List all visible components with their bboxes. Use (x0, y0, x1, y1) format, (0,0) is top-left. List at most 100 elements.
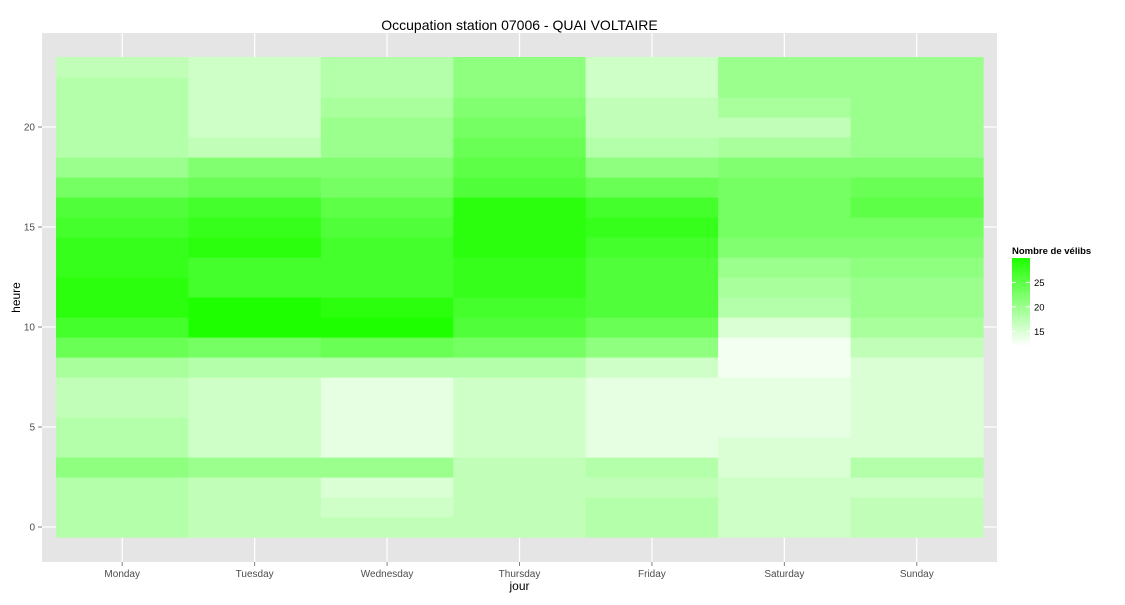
heatmap-tile (188, 337, 322, 358)
heatmap-tile (850, 357, 984, 378)
heatmap-tile (585, 237, 719, 258)
heatmap-tile (453, 517, 587, 538)
heatmap-tile (585, 377, 719, 398)
heatmap-tile (56, 137, 190, 158)
heatmap-tile (188, 57, 322, 78)
heatmap-tile (56, 117, 190, 138)
heatmap-tile (56, 357, 190, 378)
x-tick-label: Monday (104, 569, 140, 580)
heatmap-tile (718, 157, 852, 178)
y-axis-title: heure (9, 282, 23, 313)
heatmap-tile (585, 217, 719, 238)
heatmap-tile (320, 177, 454, 198)
heatmap-tile (320, 97, 454, 118)
heatmap-tile (585, 497, 719, 518)
heatmap-tile (56, 297, 190, 318)
heatmap-tile (56, 237, 190, 258)
heatmap-tile (320, 337, 454, 358)
heatmap-tile (453, 417, 587, 438)
heatmap-tile (56, 277, 190, 298)
heatmap-tile (320, 57, 454, 78)
heatmap-tile (453, 117, 587, 138)
heatmap-tile (56, 197, 190, 218)
heatmap-tile (850, 177, 984, 198)
heatmap-tile (718, 417, 852, 438)
heatmap-tile (718, 497, 852, 518)
heatmap-tile (56, 497, 190, 518)
heatmap-tile (320, 317, 454, 338)
heatmap-tile (56, 437, 190, 458)
heatmap-tile (453, 77, 587, 98)
heatmap-tile (320, 277, 454, 298)
heatmap-tile (718, 337, 852, 358)
heatmap-tile (453, 377, 587, 398)
heatmap-tile (453, 157, 587, 178)
heatmap-tile (850, 377, 984, 398)
heatmap-tile (320, 117, 454, 138)
heatmap-tile (320, 217, 454, 238)
heatmap-tile (320, 397, 454, 418)
heatmap-tile (850, 197, 984, 218)
heatmap-tile (850, 137, 984, 158)
heatmap-tile (56, 377, 190, 398)
heatmap-tile (850, 237, 984, 258)
heatmap-tile (718, 57, 852, 78)
heatmap-tile (718, 397, 852, 418)
heatmap-tile (188, 417, 322, 438)
heatmap-tile (718, 177, 852, 198)
heatmap-tile (718, 297, 852, 318)
y-tick-label: 10 (24, 323, 36, 334)
heatmap-tile (718, 457, 852, 478)
heatmap-tile (850, 117, 984, 138)
heatmap-tile (718, 517, 852, 538)
heatmap-tile (188, 197, 322, 218)
heatmap-tile (453, 257, 587, 278)
heatmap-tile (188, 237, 322, 258)
heatmap-tile (850, 217, 984, 238)
heatmap-tile (585, 357, 719, 378)
heatmap-tiles (56, 57, 984, 538)
heatmap-tile (453, 197, 587, 218)
heatmap-tile (56, 77, 190, 98)
heatmap-tile (453, 97, 587, 118)
heatmap-tile (453, 457, 587, 478)
legend-colorbar (1012, 258, 1030, 346)
heatmap-tile (850, 497, 984, 518)
heatmap-tile (188, 497, 322, 518)
heatmap-tile (320, 237, 454, 258)
heatmap-tile (188, 217, 322, 238)
heatmap-tile (585, 157, 719, 178)
heatmap-tile (56, 97, 190, 118)
x-tick-label: Friday (638, 569, 666, 580)
heatmap-tile (850, 257, 984, 278)
heatmap-tile (453, 237, 587, 258)
heatmap-tile (585, 477, 719, 498)
heatmap-tile (453, 277, 587, 298)
heatmap-tile (56, 397, 190, 418)
heatmap-tile (453, 317, 587, 338)
heatmap-tile (188, 277, 322, 298)
heatmap-tile (320, 377, 454, 398)
heatmap-tile (188, 477, 322, 498)
heatmap-tile (850, 157, 984, 178)
heatmap-tile (850, 57, 984, 78)
heatmap-tile (585, 297, 719, 318)
heatmap-tile (56, 337, 190, 358)
heatmap-tile (320, 197, 454, 218)
heatmap-tile (850, 317, 984, 338)
x-axis-title: jour (508, 579, 529, 593)
heatmap-tile (850, 337, 984, 358)
heatmap-tile (56, 157, 190, 178)
heatmap-tile (453, 437, 587, 458)
heatmap-tile (320, 157, 454, 178)
heatmap-tile (320, 517, 454, 538)
heatmap-tile (188, 397, 322, 418)
heatmap-tile (850, 477, 984, 498)
heatmap-tile (585, 257, 719, 278)
heatmap-tile (718, 97, 852, 118)
heatmap-tile (188, 297, 322, 318)
heatmap-tile (56, 217, 190, 238)
heatmap-tile (585, 177, 719, 198)
heatmap-tile (585, 517, 719, 538)
